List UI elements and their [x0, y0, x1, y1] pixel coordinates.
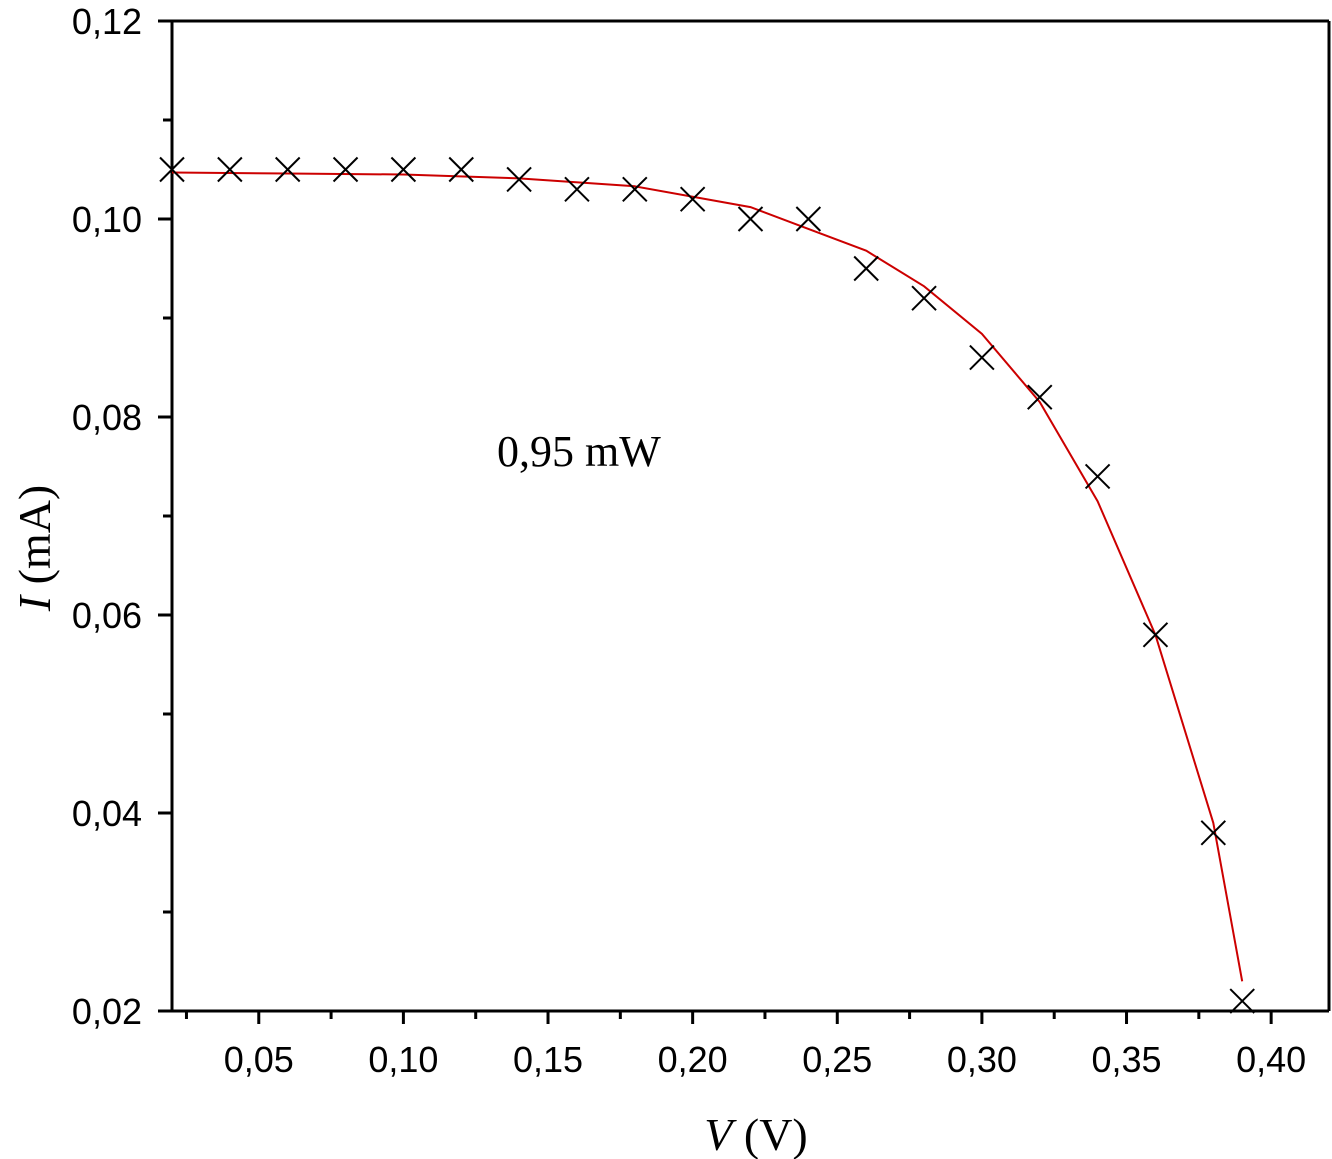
data-point-stroke	[853, 255, 879, 282]
y-axis-title: I (mA)	[9, 485, 60, 612]
data-point-stroke	[506, 166, 532, 193]
data-point	[390, 156, 417, 183]
y-axis: 0,02 0,04 0,06 0,08 0,10 0,12	[72, 1, 172, 1032]
data-point-stroke	[737, 206, 764, 232]
data-point	[332, 156, 359, 183]
x-axis: 0,05 0,10 0,15 0,20 0,25 0,30 0,35 0,40	[184, 1011, 1306, 1080]
x-tick-label: 0,20	[658, 1039, 728, 1080]
data-point	[564, 176, 590, 203]
x-tick-label: 0,10	[368, 1039, 438, 1080]
data-point-stroke	[448, 156, 474, 183]
y-axis-unit: (mA)	[9, 485, 60, 596]
y-tick-label: 0,04	[72, 793, 142, 834]
data-point-stroke	[1229, 988, 1255, 1014]
data-point	[274, 156, 301, 183]
data-point	[679, 186, 706, 212]
x-axis-unit: (V)	[732, 1109, 807, 1159]
data-point	[911, 285, 937, 311]
data-point-stroke	[274, 156, 301, 183]
annotation-power: 0,95 mW	[497, 427, 661, 476]
data-point-stroke	[332, 156, 359, 183]
data-point	[448, 156, 474, 183]
data-point	[969, 344, 995, 371]
data-point-stroke	[1084, 463, 1111, 490]
y-tick-label: 0,06	[72, 595, 142, 636]
x-axis-var: V	[704, 1109, 737, 1159]
data-point	[159, 156, 185, 183]
data-point	[506, 166, 532, 193]
data-point-stroke	[1200, 820, 1227, 846]
y-tick-label: 0,10	[72, 199, 142, 240]
data-point-stroke	[564, 176, 590, 203]
data-point	[217, 156, 243, 183]
data-point-stroke	[795, 206, 822, 232]
data-point-stroke	[159, 156, 185, 183]
data-point	[1229, 988, 1255, 1014]
x-tick-label: 0,35	[1091, 1039, 1161, 1080]
data-point-stroke	[1027, 384, 1053, 410]
x-tick-label: 0,40	[1236, 1039, 1306, 1080]
data-point	[853, 255, 879, 282]
data-point-stroke	[217, 156, 243, 183]
data-point	[622, 176, 648, 203]
data-point-stroke	[1142, 622, 1169, 648]
x-tick-label: 0,05	[224, 1039, 294, 1080]
data-point-stroke	[969, 344, 995, 371]
fit-line	[171, 171, 1244, 982]
data-point	[737, 206, 764, 232]
data-point	[1027, 384, 1053, 410]
data-point-stroke	[679, 186, 706, 212]
y-tick-label: 0,08	[72, 397, 142, 438]
y-axis-var: I	[9, 593, 60, 612]
data-markers-layer	[159, 156, 1255, 1014]
x-axis-title: V (V)	[704, 1109, 807, 1159]
data-point	[1142, 622, 1169, 648]
x-tick-label: 0,30	[947, 1039, 1017, 1080]
data-point-stroke	[390, 156, 417, 183]
data-point	[1200, 820, 1227, 846]
fit-curve-layer	[171, 171, 1244, 982]
data-point-stroke	[622, 176, 648, 203]
y-tick-label: 0,02	[72, 991, 142, 1032]
x-tick-label: 0,15	[513, 1039, 583, 1080]
data-point	[1084, 463, 1111, 490]
x-tick-label: 0,25	[802, 1039, 872, 1080]
y-tick-label: 0,12	[72, 1, 142, 42]
data-point	[795, 206, 822, 232]
data-point-stroke	[911, 285, 937, 311]
